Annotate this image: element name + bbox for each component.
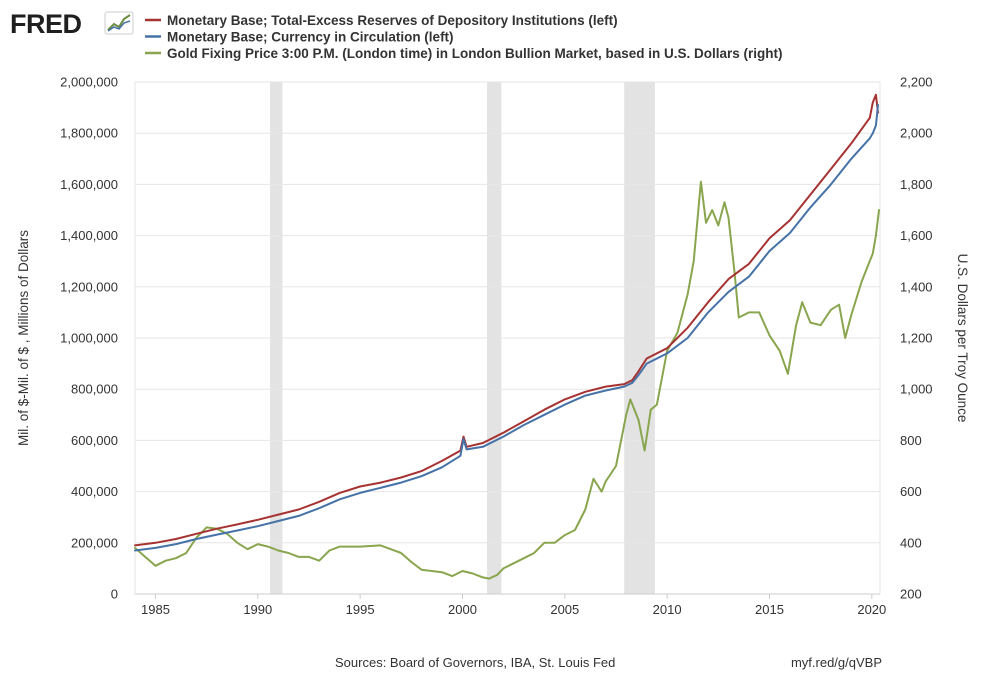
fred-logo[interactable]: FRED — [10, 9, 134, 39]
y-left-tick-label: 1,400,000 — [60, 228, 118, 243]
y-right-tick-label: 400 — [900, 535, 922, 550]
series-line-1[interactable] — [134, 93, 879, 547]
y-left-tick-label: 1,000,000 — [60, 331, 118, 346]
y-axis-right-title: U.S. Dollars per Troy Ounce — [955, 254, 970, 423]
y-left-tick-label: 800,000 — [71, 382, 118, 397]
x-tick-label: 2015 — [755, 602, 784, 617]
y-right-tick-label: 800 — [900, 433, 922, 448]
x-tick-label: 2005 — [550, 602, 579, 617]
y-right-tick-label: 600 — [900, 484, 922, 499]
y-right-tick-label: 2,200 — [900, 75, 933, 90]
y-left-tick-label: 2,000,000 — [60, 75, 118, 90]
fred-logo-text: FRED — [10, 9, 82, 39]
x-tick-label: 2010 — [653, 602, 682, 617]
series-line-3[interactable] — [134, 180, 880, 580]
x-tick-label: 2000 — [448, 602, 477, 617]
x-axis-ticks: 1985 1990 1995 2000 2005 2010 2015 2020 — [141, 594, 886, 617]
y-left-tick-label: 0 — [111, 587, 118, 602]
y-left-tick-label: 1,200,000 — [60, 279, 118, 294]
y-left-tick-label: 1,600,000 — [60, 177, 118, 192]
footer-short-url[interactable]: myf.red/g/qVBP — [791, 655, 882, 670]
y-right-tick-label: 1,400 — [900, 279, 933, 294]
y-right-tick-label: 200 — [900, 587, 922, 602]
legend-label: Monetary Base; Total-Excess Reserves of … — [167, 13, 618, 28]
y-left-tick-label: 1,800,000 — [60, 126, 118, 141]
x-tick-label: 1995 — [346, 602, 375, 617]
footer-sources: Sources: Board of Governors, IBA, St. Lo… — [335, 655, 615, 670]
y-axis-left-title: Mil. of $-Mil. of $ , Millions of Dollar… — [16, 230, 31, 446]
y-right-tick-label: 1,200 — [900, 331, 933, 346]
series-lines — [134, 93, 880, 580]
y-left-tick-label: 400,000 — [71, 484, 118, 499]
y-left-tick-label: 200,000 — [71, 535, 118, 550]
x-tick-label: 1985 — [141, 602, 170, 617]
chart-legend: Monetary Base; Total-Excess Reserves of … — [145, 13, 783, 61]
legend-label: Monetary Base; Currency in Circulation (… — [167, 30, 454, 45]
y-axis-right: 200 400 600 800 1,000 1,200 1,400 1,600 1,800 2,0… — [900, 75, 933, 602]
x-tick-label: 2020 — [857, 602, 886, 617]
y-right-tick-label: 1,000 — [900, 382, 933, 397]
y-right-tick-label: 1,600 — [900, 228, 933, 243]
y-right-tick-label: 2,000 — [900, 126, 933, 141]
gridlines — [135, 81, 880, 595]
x-tick-label: 1990 — [243, 602, 272, 617]
y-axis-left: 0 200,000 400,000 600,000 800,000 1,000,000 1,… — [60, 75, 118, 602]
y-right-tick-label: 1,800 — [900, 177, 933, 192]
series-line-2[interactable] — [134, 104, 879, 552]
legend-label: Gold Fixing Price 3:00 P.M. (London time… — [167, 46, 783, 61]
y-left-tick-label: 600,000 — [71, 433, 118, 448]
fred-logo-graph-icon — [104, 11, 134, 35]
